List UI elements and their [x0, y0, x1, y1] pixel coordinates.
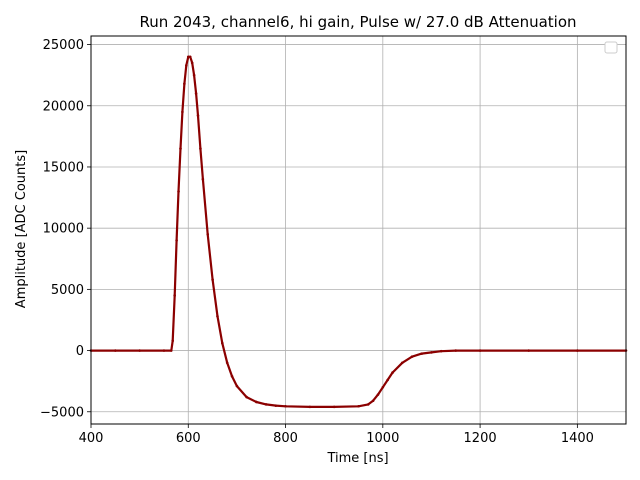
- data-point: [114, 349, 117, 352]
- data-point: [211, 278, 214, 281]
- data-point: [527, 349, 531, 352]
- data-point: [171, 339, 175, 343]
- data-point: [221, 341, 224, 345]
- x-tick-label: 600: [176, 431, 201, 446]
- series-trace: [91, 55, 626, 408]
- data-point: [206, 232, 210, 236]
- data-series: [89, 55, 628, 409]
- data-point: [173, 294, 176, 297]
- data-point: [439, 349, 443, 353]
- data-point: [230, 374, 234, 378]
- data-point: [255, 400, 258, 404]
- data-point: [179, 147, 182, 150]
- y-tick-label: 20000: [43, 99, 84, 114]
- x-tick-label: 1400: [561, 431, 594, 446]
- y-tick-label: 10000: [43, 222, 84, 237]
- data-point: [245, 395, 248, 399]
- x-axis: 400 600 800 1000 1200 1400: [79, 424, 594, 446]
- y-tick-label: 0: [76, 344, 84, 359]
- data-point: [192, 73, 196, 77]
- y-tick-label: 15000: [43, 160, 84, 175]
- data-point: [186, 55, 190, 59]
- data-point: [138, 349, 141, 352]
- data-point: [381, 385, 385, 389]
- x-tick-label: 1000: [366, 431, 399, 446]
- y-tick-label: −5000: [40, 405, 84, 420]
- data-point: [183, 82, 186, 86]
- data-point: [185, 64, 188, 67]
- data-point: [386, 378, 389, 382]
- data-point: [274, 404, 278, 407]
- legend-box: [604, 41, 618, 54]
- data-point: [225, 361, 229, 365]
- data-point: [371, 399, 375, 403]
- data-point: [308, 405, 312, 409]
- y-tick-label: 25000: [43, 38, 84, 53]
- data-point: [454, 349, 458, 352]
- y-tick-label: 5000: [51, 283, 84, 298]
- x-tick-label: 1200: [464, 431, 497, 446]
- data-point: [181, 110, 184, 114]
- data-point: [201, 177, 205, 181]
- x-axis-label: Time [ns]: [326, 451, 388, 466]
- data-point: [194, 92, 198, 95]
- data-point: [177, 190, 180, 193]
- data-point: [175, 239, 178, 242]
- data-point: [284, 404, 287, 408]
- y-axis: −5000 0 5000 10000 15000 20000 25000: [40, 38, 91, 420]
- y-axis-label: Amplitude [ADC Counts]: [14, 150, 29, 308]
- data-point: [216, 314, 219, 318]
- grid-lines: [90, 36, 626, 424]
- data-point: [199, 147, 202, 150]
- data-point: [169, 349, 173, 352]
- data-point: [478, 349, 482, 352]
- chart-title: Run 2043, channel6, hi gain, Pulse w/ 27…: [139, 13, 576, 31]
- data-point: [410, 355, 414, 358]
- plot-frame: [90, 35, 627, 425]
- data-point: [188, 55, 192, 59]
- data-point: [576, 349, 579, 352]
- data-point: [366, 403, 370, 406]
- data-point: [332, 405, 336, 409]
- x-tick-label: 400: [79, 431, 104, 446]
- data-point: [235, 384, 239, 388]
- data-point: [376, 393, 380, 396]
- data-point: [400, 361, 404, 365]
- data-point: [420, 352, 424, 355]
- data-point: [190, 61, 194, 65]
- data-point: [264, 403, 268, 406]
- x-tick-label: 800: [273, 431, 298, 446]
- data-point: [162, 349, 166, 352]
- data-point: [391, 371, 394, 374]
- data-point: [196, 114, 200, 117]
- data-point: [430, 351, 433, 354]
- data-point: [357, 404, 360, 408]
